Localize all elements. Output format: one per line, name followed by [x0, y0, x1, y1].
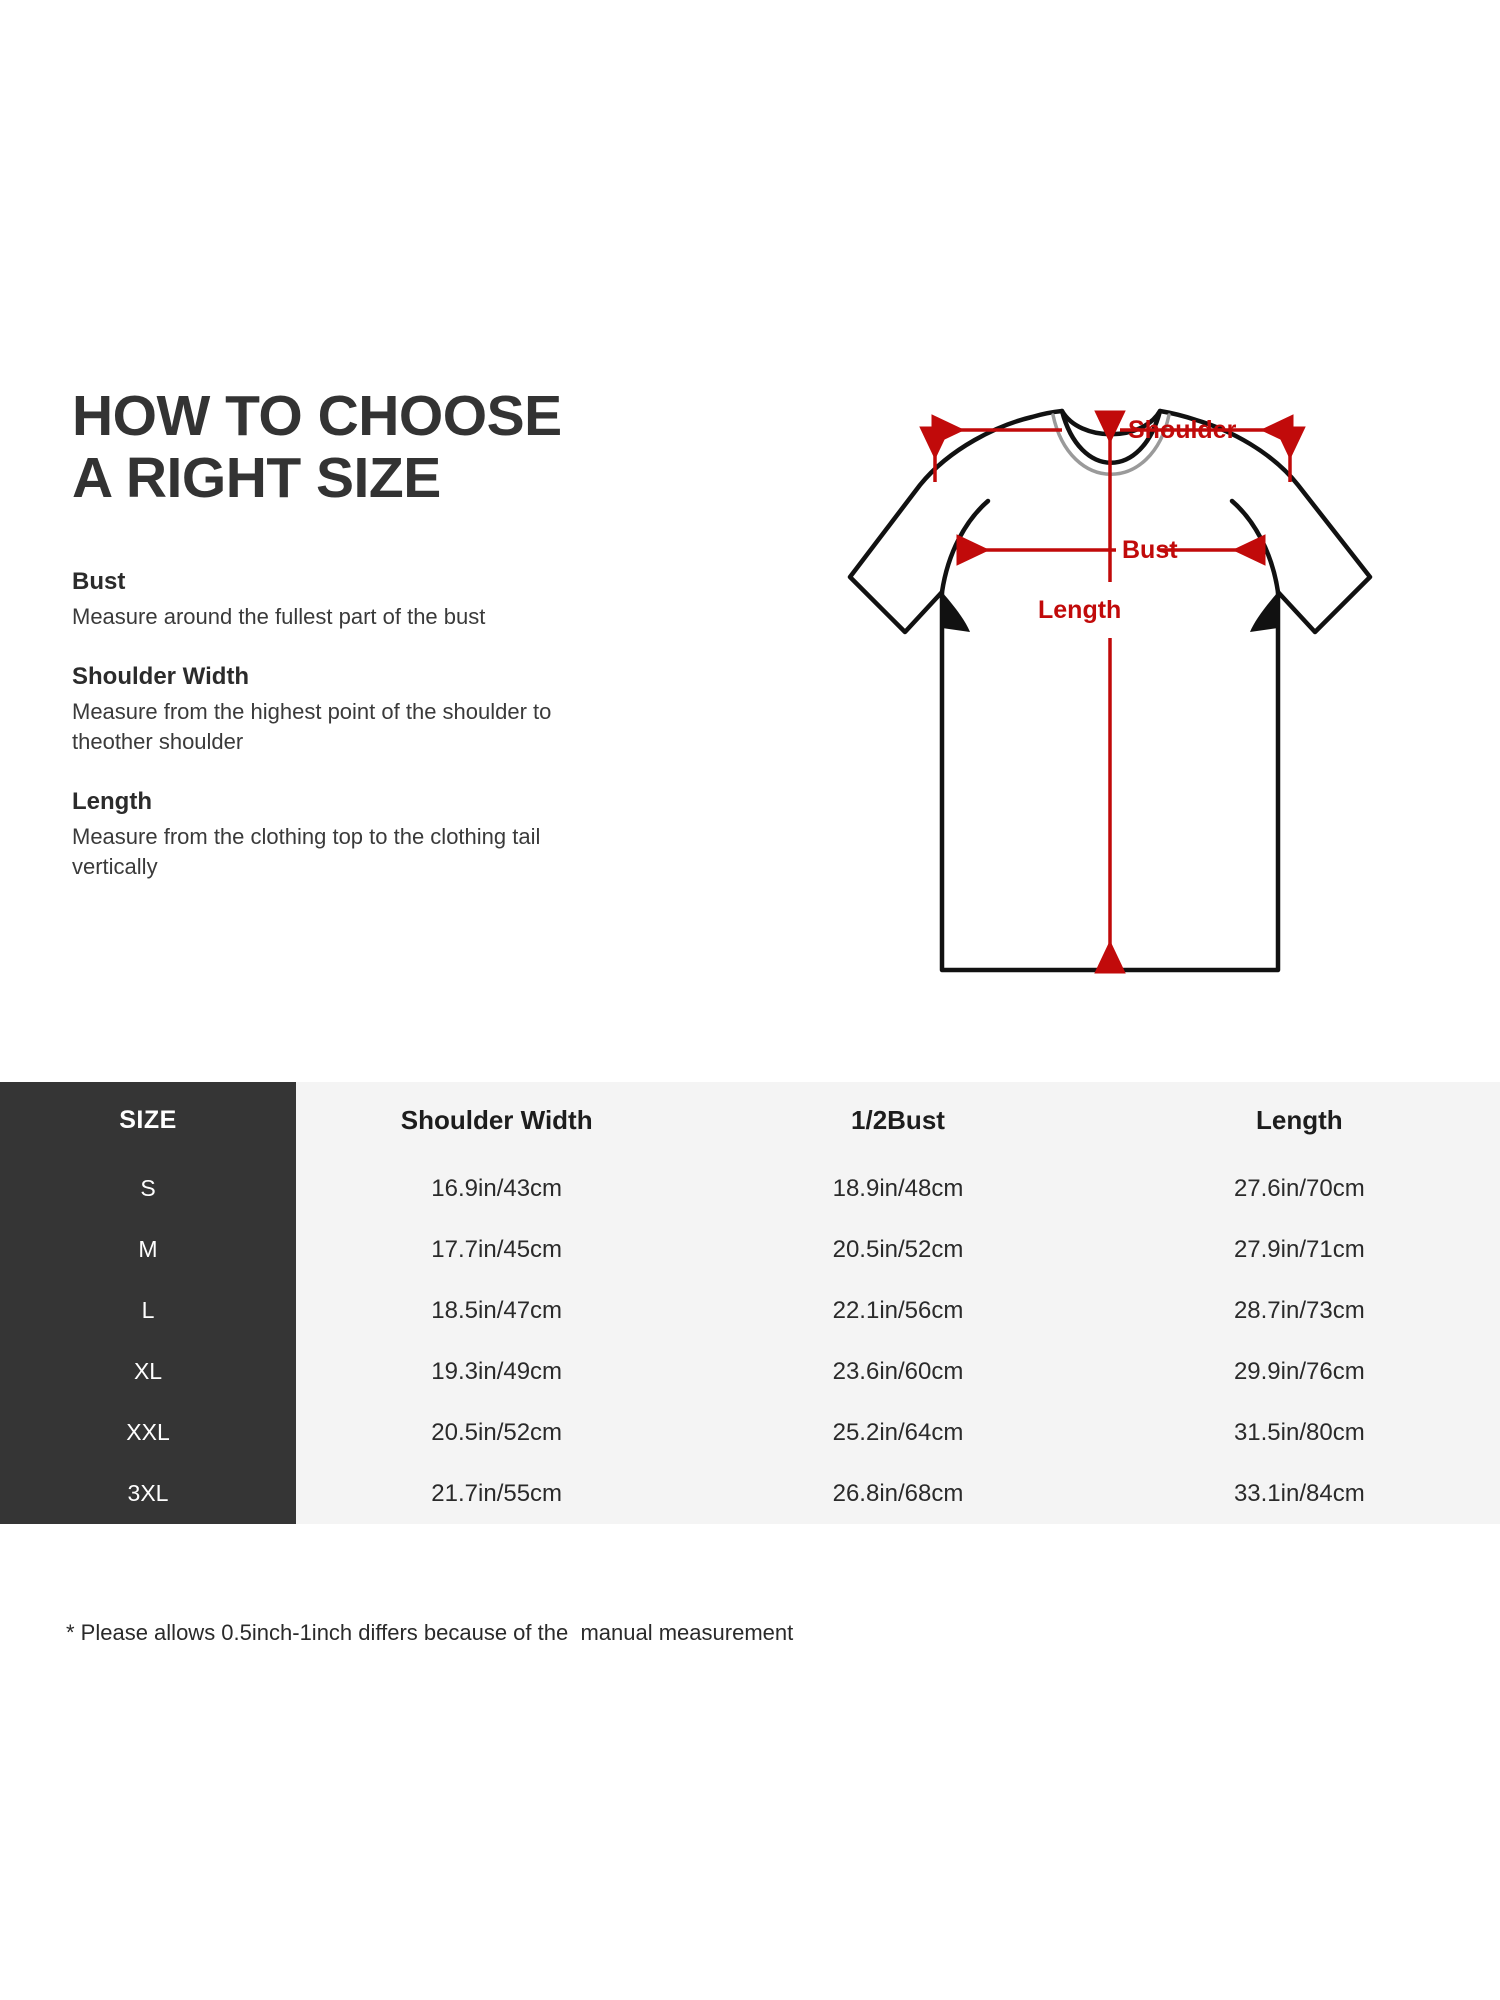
cell-size: M — [0, 1219, 297, 1280]
cell-size: 3XL — [0, 1463, 297, 1524]
cell-length: 27.6in/70cm — [1098, 1158, 1500, 1219]
column-header-size: SIZE — [0, 1082, 297, 1158]
size-table: SIZE Shoulder Width 1/2Bust Length S 16.… — [0, 1082, 1500, 1524]
cell-length: 33.1in/84cm — [1098, 1463, 1500, 1524]
page-title: HOW TO CHOOSE A RIGHT SIZE — [72, 385, 712, 509]
cell-shoulder-width: 19.3in/49cm — [296, 1341, 698, 1402]
measurement-description: Measure from the clothing top to the clo… — [72, 824, 541, 879]
cell-half-bust: 18.9in/48cm — [697, 1158, 1099, 1219]
cell-half-bust: 20.5in/52cm — [697, 1219, 1099, 1280]
cell-shoulder-width: 17.7in/45cm — [296, 1219, 698, 1280]
cell-size: S — [0, 1158, 297, 1219]
cell-half-bust: 26.8in/68cm — [697, 1463, 1099, 1524]
table-row: L 18.5in/47cm 22.1in/56cm 28.7in/73cm — [0, 1280, 1500, 1341]
table-header: SIZE Shoulder Width 1/2Bust Length — [0, 1082, 1500, 1158]
cell-shoulder-width: 16.9in/43cm — [296, 1158, 698, 1219]
measurement-term: Bust — [72, 568, 126, 595]
page-title-line2: A RIGHT SIZE — [72, 446, 441, 510]
cell-size: XL — [0, 1341, 297, 1402]
shoulder-label: Shoulder — [1128, 416, 1237, 444]
table-body: S 16.9in/43cm 18.9in/48cm 27.6in/70cm M … — [0, 1158, 1500, 1524]
table-row: 3XL 21.7in/55cm 26.8in/68cm 33.1in/84cm — [0, 1463, 1500, 1524]
table-row: XXL 20.5in/52cm 25.2in/64cm 31.5in/80cm — [0, 1402, 1500, 1463]
measurement-term: Shoulder Width — [72, 663, 250, 690]
column-header-length: Length — [1098, 1082, 1500, 1158]
cell-shoulder-width: 18.5in/47cm — [296, 1280, 698, 1341]
cell-length: 31.5in/80cm — [1098, 1402, 1500, 1463]
table-row: M 17.7in/45cm 20.5in/52cm 27.9in/71cm — [0, 1219, 1500, 1280]
cell-length: 29.9in/76cm — [1098, 1341, 1500, 1402]
measurement-description: Measure around the fullest part of the b… — [72, 604, 486, 629]
measurement-length: Length Measure from the clothing top to … — [72, 787, 712, 882]
cell-shoulder-width: 20.5in/52cm — [296, 1402, 698, 1463]
measurement-term: Length — [72, 788, 152, 815]
measurement-definitions: Bust Measure around the fullest part of … — [72, 567, 712, 882]
cell-length: 27.9in/71cm — [1098, 1219, 1500, 1280]
cell-shoulder-width: 21.7in/55cm — [296, 1463, 698, 1524]
info-column: HOW TO CHOOSE A RIGHT SIZE Bust Measure … — [72, 385, 712, 882]
measurement-description: Measure from the highest point of the sh… — [72, 699, 552, 754]
measurement-bust: Bust Measure around the fullest part of … — [72, 567, 712, 632]
measurement-disclaimer: * Please allows 0.5inch-1inch differs be… — [66, 1620, 794, 1645]
table-row: S 16.9in/43cm 18.9in/48cm 27.6in/70cm — [0, 1158, 1500, 1219]
size-table-container: SIZE Shoulder Width 1/2Bust Length S 16.… — [0, 1082, 1500, 1524]
cell-size: L — [0, 1280, 297, 1341]
length-label: Length — [1038, 596, 1121, 624]
page-title-line1: HOW TO CHOOSE — [72, 384, 562, 448]
cell-size: XXL — [0, 1402, 297, 1463]
column-header-half-bust: 1/2Bust — [697, 1082, 1099, 1158]
cell-half-bust: 23.6in/60cm — [697, 1341, 1099, 1402]
cell-half-bust: 25.2in/64cm — [697, 1402, 1099, 1463]
cell-half-bust: 22.1in/56cm — [697, 1280, 1099, 1341]
measurement-shoulder-width: Shoulder Width Measure from the highest … — [72, 662, 712, 757]
shoulder-measure-arrow — [919, 414, 1306, 482]
table-row: XL 19.3in/49cm 23.6in/60cm 29.9in/76cm — [0, 1341, 1500, 1402]
cell-length: 28.7in/73cm — [1098, 1280, 1500, 1341]
column-header-shoulder-width: Shoulder Width — [296, 1082, 698, 1158]
bust-label: Bust — [1122, 536, 1178, 564]
table-header-row: SIZE Shoulder Width 1/2Bust Length — [0, 1082, 1500, 1158]
tshirt-diagram: Shoulder Bust Length — [770, 370, 1410, 1020]
